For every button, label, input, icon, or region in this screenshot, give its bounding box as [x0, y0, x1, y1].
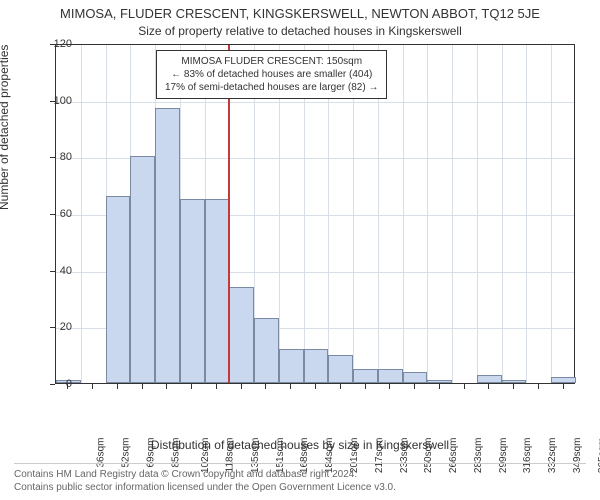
x-tick-mark [464, 384, 465, 389]
footer: Contains HM Land Registry data © Crown c… [14, 463, 586, 494]
annotation-title: MIMOSA FLUDER CRESCENT: 150sqm [165, 55, 378, 68]
y-tick-label: 80 [42, 151, 72, 163]
grid-v [81, 45, 82, 383]
y-tick-mark [50, 214, 55, 215]
x-tick-mark [67, 384, 68, 389]
grid-v [526, 45, 527, 383]
y-axis-label: Number of detached properties [0, 45, 11, 210]
bar [551, 377, 576, 383]
x-tick-mark [563, 384, 564, 389]
grid-v [452, 45, 453, 383]
x-tick-mark [117, 384, 118, 389]
bar [279, 349, 304, 383]
x-tick-mark [538, 384, 539, 389]
footer-line-1: Contains HM Land Registry data © Crown c… [14, 468, 586, 481]
bar [130, 156, 155, 383]
grid-v [403, 45, 404, 383]
y-tick-label: 40 [42, 265, 72, 277]
annotation-line-2: 17% of semi-detached houses are larger (… [165, 81, 378, 94]
x-tick-mark [142, 384, 143, 389]
x-tick-mark [389, 384, 390, 389]
y-tick-mark [50, 327, 55, 328]
grid-v [477, 45, 478, 383]
x-tick-mark [414, 384, 415, 389]
bar [304, 349, 329, 383]
x-tick-mark [241, 384, 242, 389]
footer-line-2: Contains public sector information licen… [14, 481, 586, 494]
grid-v [502, 45, 503, 383]
y-tick-mark [50, 157, 55, 158]
bar [502, 380, 527, 383]
bar [353, 369, 378, 383]
chart-area: MIMOSA FLUDER CRESCENT: 150sqm← 83% of d… [55, 44, 575, 384]
plot: MIMOSA FLUDER CRESCENT: 150sqm← 83% of d… [55, 44, 575, 384]
x-tick-mark [340, 384, 341, 389]
x-tick-mark [92, 384, 93, 389]
y-tick-mark [50, 44, 55, 45]
x-tick-mark [191, 384, 192, 389]
x-tick-mark [488, 384, 489, 389]
x-tick-mark [439, 384, 440, 389]
bar [155, 108, 180, 383]
x-tick-mark [166, 384, 167, 389]
y-tick-mark [50, 101, 55, 102]
grid-v [427, 45, 428, 383]
annotation-line-1: ← 83% of detached houses are smaller (40… [165, 68, 378, 81]
grid-v [551, 45, 552, 383]
x-tick-mark [365, 384, 366, 389]
x-tick-mark [216, 384, 217, 389]
y-tick-label: 100 [42, 95, 72, 107]
y-tick-mark [50, 271, 55, 272]
y-tick-label: 120 [42, 38, 72, 50]
bar [180, 199, 205, 383]
bar [427, 380, 452, 383]
x-tick-mark [513, 384, 514, 389]
bar [106, 196, 131, 383]
bar [378, 369, 403, 383]
annotation-box: MIMOSA FLUDER CRESCENT: 150sqm← 83% of d… [156, 50, 387, 99]
bar [477, 375, 502, 384]
y-tick-label: 20 [42, 321, 72, 333]
chart-title-sub: Size of property relative to detached ho… [0, 24, 600, 38]
bar [254, 318, 279, 383]
x-tick-mark [290, 384, 291, 389]
grid-h [56, 102, 574, 103]
bar [328, 355, 353, 383]
y-tick-mark [50, 384, 55, 385]
bar [229, 287, 254, 383]
y-tick-label: 60 [42, 208, 72, 220]
x-tick-mark [315, 384, 316, 389]
bar [403, 372, 428, 383]
x-tick-mark [265, 384, 266, 389]
chart-title-main: MIMOSA, FLUDER CRESCENT, KINGSKERSWELL, … [0, 6, 600, 21]
bar [205, 199, 230, 383]
